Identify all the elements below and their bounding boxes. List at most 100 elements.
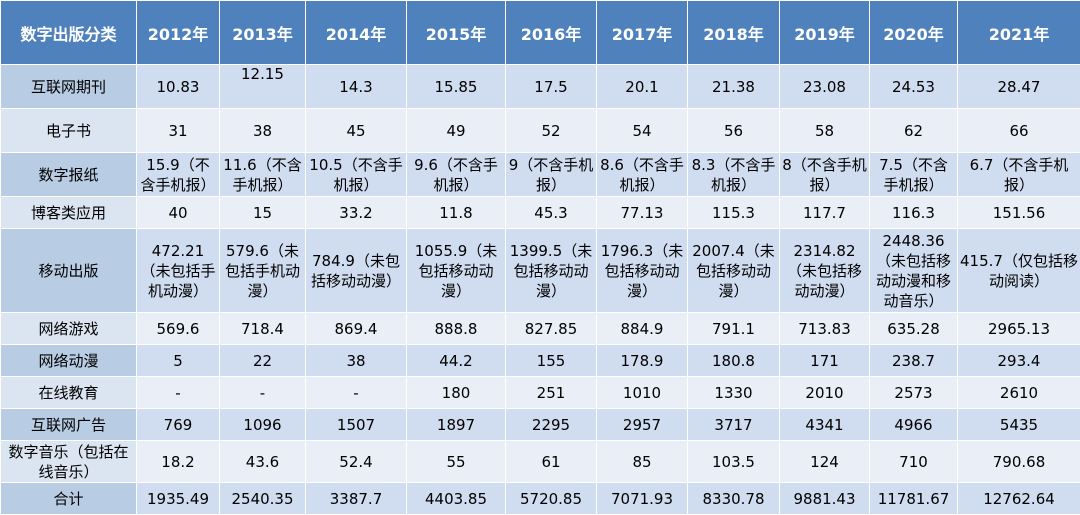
table-cell: 2573 xyxy=(870,377,958,409)
table-cell: 52 xyxy=(506,109,597,153)
table-cell: 718.4 xyxy=(220,313,306,345)
row-label: 电子书 xyxy=(1,109,137,153)
table-cell: 2314.82（未包括移动动漫） xyxy=(780,229,870,313)
table-cell: 635.28 xyxy=(870,313,958,345)
table-cell: 6.7（不含手机报） xyxy=(958,153,1080,197)
row-label: 博客类应用 xyxy=(1,197,137,229)
table-cell: 1096 xyxy=(220,409,306,441)
year-header: 2021年 xyxy=(958,1,1080,65)
table-cell: - xyxy=(137,377,220,409)
table-cell: 44.2 xyxy=(407,345,506,377)
row-label: 数字报纸 xyxy=(1,153,137,197)
table-cell: 61 xyxy=(506,441,597,483)
table-cell: 472.21（未包括手机动漫） xyxy=(137,229,220,313)
table-cell: 713.83 xyxy=(780,313,870,345)
year-header: 2013年 xyxy=(220,1,306,65)
table-cell: 1897 xyxy=(407,409,506,441)
table-cell: 1399.5（未包括移动动漫） xyxy=(506,229,597,313)
table-cell: 10.5（不含手机报） xyxy=(306,153,407,197)
table-cell: 180 xyxy=(407,377,506,409)
table-cell: 2010 xyxy=(780,377,870,409)
table-row: 在线教育 - - - 180 251 1010 1330 2010 2573 2… xyxy=(1,377,1080,409)
year-header: 2017年 xyxy=(597,1,688,65)
table-cell: 8.6（不含手机报） xyxy=(597,153,688,197)
year-header: 2014年 xyxy=(306,1,407,65)
table-cell: 7.5（不含手机报） xyxy=(870,153,958,197)
table-cell: 9.6（不含手机报） xyxy=(407,153,506,197)
table-cell: 238.7 xyxy=(870,345,958,377)
table-cell: 155 xyxy=(506,345,597,377)
table-cell: - xyxy=(220,377,306,409)
row-label: 数字音乐（包括在线音乐） xyxy=(1,441,137,483)
year-header: 2015年 xyxy=(407,1,506,65)
row-label: 网络动漫 xyxy=(1,345,137,377)
corner-header: 数字出版分类 xyxy=(1,1,137,65)
table-cell: 20.1 xyxy=(597,65,688,109)
table-cell: 2295 xyxy=(506,409,597,441)
table-cell: 827.85 xyxy=(506,313,597,345)
table-cell: 115.3 xyxy=(688,197,780,229)
table-cell: 8.3（不含手机报） xyxy=(688,153,780,197)
table-cell: 4403.85 xyxy=(407,483,506,515)
table-row: 数字音乐（包括在线音乐） 18.2 43.6 52.4 55 61 85 103… xyxy=(1,441,1080,483)
table-cell: 151.56 xyxy=(958,197,1080,229)
table-cell: 55 xyxy=(407,441,506,483)
table-cell: 9881.43 xyxy=(780,483,870,515)
table-cell: 12762.64 xyxy=(958,483,1080,515)
table-cell: 11781.67 xyxy=(870,483,958,515)
table-cell: 2965.13 xyxy=(958,313,1080,345)
table-cell: 24.53 xyxy=(870,65,958,109)
table-cell: 15 xyxy=(220,197,306,229)
table-cell: 5435 xyxy=(958,409,1080,441)
table-row: 互联网期刊 10.83 12.15 14.3 15.85 17.5 20.1 2… xyxy=(1,65,1080,109)
table-cell: 14.3 xyxy=(306,65,407,109)
table-cell: 52.4 xyxy=(306,441,407,483)
table-cell: 28.47 xyxy=(958,65,1080,109)
table-cell: 18.2 xyxy=(137,441,220,483)
table-cell: 33.2 xyxy=(306,197,407,229)
table-cell: 10.83 xyxy=(137,65,220,109)
table-cell: 23.08 xyxy=(780,65,870,109)
table-cell: 178.9 xyxy=(597,345,688,377)
table-cell: 17.5 xyxy=(506,65,597,109)
table-cell: 3387.7 xyxy=(306,483,407,515)
table-cell: 117.7 xyxy=(780,197,870,229)
table-cell: 66 xyxy=(958,109,1080,153)
table-cell: 791.1 xyxy=(688,313,780,345)
year-header: 2019年 xyxy=(780,1,870,65)
table-cell: 49 xyxy=(407,109,506,153)
table-cell: 15.85 xyxy=(407,65,506,109)
table-cell: 2448.36（未包括移动动漫和移动音乐） xyxy=(870,229,958,313)
table-cell: 38 xyxy=(220,109,306,153)
table-cell: 8330.78 xyxy=(688,483,780,515)
table-cell: 45.3 xyxy=(506,197,597,229)
table-cell: 116.3 xyxy=(870,197,958,229)
row-label: 移动出版 xyxy=(1,229,137,313)
table-cell: 5720.85 xyxy=(506,483,597,515)
table-cell: 56 xyxy=(688,109,780,153)
table-cell: 11.6（不含手机报） xyxy=(220,153,306,197)
table-cell: 3717 xyxy=(688,409,780,441)
table-row: 电子书 31 38 45 49 52 54 56 58 62 66 xyxy=(1,109,1080,153)
table-cell: 1330 xyxy=(688,377,780,409)
table-cell: 85 xyxy=(597,441,688,483)
table-cell: 8（不含手机报） xyxy=(780,153,870,197)
table-cell: 710 xyxy=(870,441,958,483)
row-label: 合计 xyxy=(1,483,137,515)
table-cell: 77.13 xyxy=(597,197,688,229)
table-cell: 12.15 xyxy=(220,65,306,109)
table-row: 互联网广告 769 1096 1507 1897 2295 2957 3717 … xyxy=(1,409,1080,441)
table-row: 数字报纸 15.9（不含手机报） 11.6（不含手机报） 10.5（不含手机报）… xyxy=(1,153,1080,197)
table-cell: 62 xyxy=(870,109,958,153)
table-cell: 790.68 xyxy=(958,441,1080,483)
table-cell: 769 xyxy=(137,409,220,441)
table-cell: 45 xyxy=(306,109,407,153)
table-row: 网络游戏 569.6 718.4 869.4 888.8 827.85 884.… xyxy=(1,313,1080,345)
table-cell: 4341 xyxy=(780,409,870,441)
row-label: 互联网广告 xyxy=(1,409,137,441)
table-cell: 869.4 xyxy=(306,313,407,345)
year-header: 2012年 xyxy=(137,1,220,65)
table-cell: 5 xyxy=(137,345,220,377)
table-cell: 103.5 xyxy=(688,441,780,483)
